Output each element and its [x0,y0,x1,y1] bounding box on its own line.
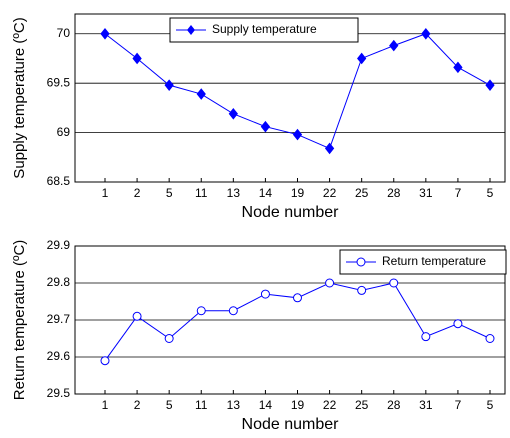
marker [100,356,110,366]
x-tick-label: 28 [387,398,401,412]
x-tick-label: 11 [195,398,208,412]
x-tick-label: 13 [227,186,241,200]
x-tick-label: 13 [227,398,241,412]
x-tick-label: 5 [487,398,494,412]
y-axis-label: Supply temperature (ºC) [11,17,28,178]
y-tick-label: 29.7 [47,312,71,326]
marker [164,334,174,343]
marker [485,79,495,91]
marker [260,289,270,299]
legend-label: Supply temperature [212,22,317,36]
x-tick-label: 11 [195,186,208,200]
marker [293,293,302,303]
x-tick-label: 2 [134,186,141,200]
marker [196,306,206,316]
marker [325,278,335,288]
y-tick-label: 29.6 [47,349,71,363]
legend-label: Return temperature [382,254,486,268]
marker [421,27,431,40]
marker [389,39,399,52]
y-axis-label: Return temperature (ºC) [11,240,28,401]
marker [228,108,238,120]
x-tick-label: 25 [355,186,369,200]
x-tick-label: 1 [102,398,109,412]
marker [164,79,174,91]
x-axis-label: Node number [242,416,340,433]
y-tick-label: 68.5 [47,174,71,188]
x-tick-label: 22 [323,186,337,200]
marker [485,334,495,343]
marker [196,88,206,100]
marker [132,311,142,321]
marker [421,332,431,342]
x-tick-label: 7 [455,186,462,200]
marker [324,142,335,155]
marker [132,52,142,65]
x-tick-label: 2 [134,398,141,412]
legend-marker [356,257,366,267]
y-tick-label: 29.8 [47,275,71,289]
marker [453,319,463,329]
x-tick-label: 5 [487,186,494,200]
x-tick-label: 5 [166,398,173,412]
x-tick-label: 31 [419,186,433,200]
y-tick-label: 69.5 [47,75,71,89]
x-tick-label: 14 [259,398,273,412]
legend-marker [187,25,195,35]
marker [357,52,367,65]
x-tick-label: 14 [259,186,273,200]
x-tick-label: 7 [455,398,462,412]
marker [100,27,110,40]
x-tick-label: 22 [323,398,337,412]
marker [292,128,303,141]
x-axis-label: Node number [242,204,340,221]
x-tick-label: 5 [166,186,173,200]
y-tick-label: 29.5 [47,386,71,400]
x-tick-label: 28 [387,186,401,200]
marker [228,306,238,316]
y-tick-label: 69 [57,125,71,139]
marker [453,61,463,74]
y-tick-label: 70 [57,26,71,40]
marker [260,120,271,133]
marker [389,278,399,288]
marker [357,285,367,295]
x-tick-label: 31 [419,398,433,412]
x-tick-label: 25 [355,398,369,412]
x-tick-label: 19 [291,398,305,412]
x-tick-label: 19 [291,186,305,200]
x-tick-label: 1 [102,186,109,200]
y-tick-label: 29.9 [47,238,71,252]
